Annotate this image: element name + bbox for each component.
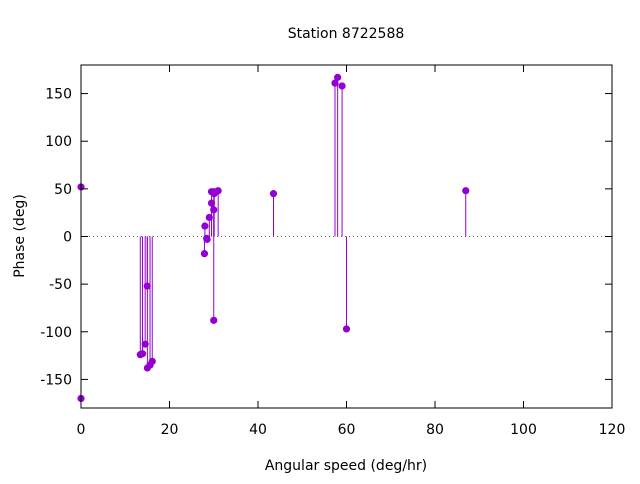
data-point: [214, 187, 222, 195]
data-point: [269, 190, 278, 198]
data-point: [334, 73, 342, 81]
y-tick-label: 50: [54, 182, 72, 198]
data-point: [331, 79, 339, 87]
chart-title: Station 8722588: [288, 26, 405, 42]
y-tick-label: -150: [40, 372, 72, 388]
x-axis-label: Angular speed (deg/hr): [265, 458, 427, 474]
x-axis: 0 20 40 60 80 100 120: [77, 65, 626, 438]
data-point: [141, 340, 149, 348]
x-tick-label: 40: [249, 422, 267, 438]
x-tick-label: 80: [426, 422, 444, 438]
data-point: [338, 82, 346, 90]
data-point: [148, 357, 156, 365]
data-point: [342, 325, 351, 333]
y-axis: -150 -100 -50 0 50 100 150: [40, 87, 612, 388]
x-tick-label: 20: [161, 422, 179, 438]
data-point: [205, 213, 213, 222]
y-tick-label: 0: [63, 230, 72, 246]
x-tick-label: 60: [338, 422, 356, 438]
data-point: [207, 199, 216, 207]
y-tick-label: -100: [40, 325, 72, 341]
x-tick-label: 100: [510, 422, 537, 438]
y-tick-label: -50: [49, 277, 72, 293]
data-point: [462, 187, 470, 195]
y-axis-label: Phase (deg): [12, 194, 28, 278]
y-tick-label: 100: [45, 134, 72, 150]
x-tick-label: 120: [599, 422, 626, 438]
data-point: [143, 282, 151, 290]
data-point: [201, 222, 209, 230]
data-point: [138, 350, 147, 358]
x-tick-label: 0: [77, 422, 86, 438]
data-point: [203, 235, 211, 243]
y-tick-label: 150: [45, 87, 72, 103]
data-point: [200, 250, 209, 258]
data-point: [210, 206, 218, 214]
data-point: [210, 316, 218, 324]
